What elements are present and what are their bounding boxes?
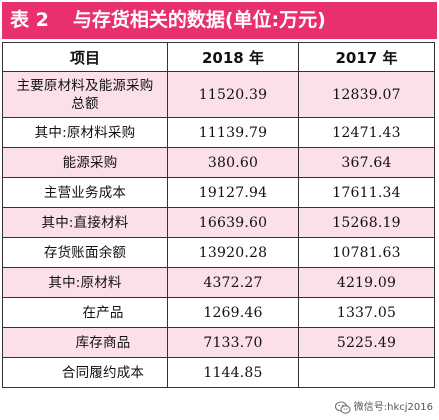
value-2018: 16639.60 <box>167 207 299 238</box>
value-2017: 10781.63 <box>298 237 435 268</box>
row-label: 其中:原材料 <box>2 267 168 298</box>
value-2017 <box>298 357 435 388</box>
row-label: 其中:直接材料 <box>2 207 168 238</box>
table-number: 表 2 <box>10 9 49 31</box>
table-row: 其中:直接材料 16639.60 15268.19 <box>2 207 435 238</box>
table-title-bar: 表 2 与存货相关的数据(单位:万元) <box>2 2 437 39</box>
table-row: 库存商品 7133.70 5225.49 <box>2 327 435 358</box>
inventory-data-table: 项目 2018 年 2017 年 主要原材料及能源采购总额 11520.39 1… <box>2 42 435 388</box>
row-label: 主要原材料及能源采购总额 <box>2 71 168 118</box>
row-label: 在产品 <box>2 297 168 328</box>
value-2017: 4219.09 <box>298 267 435 298</box>
value-2018: 4372.27 <box>167 267 299 298</box>
value-2018: 19127.94 <box>167 177 299 208</box>
header-2017: 2017 年 <box>298 42 435 72</box>
value-2018: 1269.46 <box>167 297 299 328</box>
value-2017: 1337.05 <box>298 297 435 328</box>
table-row: 在产品 1269.46 1337.05 <box>2 297 435 328</box>
table-row: 其中:原材料采购 11139.79 12471.43 <box>2 117 435 148</box>
value-2017: 17611.34 <box>298 177 435 208</box>
table-row: 存货账面余额 13920.28 10781.63 <box>2 237 435 268</box>
row-label: 其中:原材料采购 <box>2 117 168 148</box>
row-label: 库存商品 <box>2 327 168 358</box>
value-2017: 15268.19 <box>298 207 435 238</box>
value-2017: 367.64 <box>298 147 435 178</box>
row-label: 合同履约成本 <box>2 357 168 388</box>
value-2018: 11139.79 <box>167 117 299 148</box>
value-2018: 11520.39 <box>167 71 299 118</box>
table-row: 主要原材料及能源采购总额 11520.39 12839.07 <box>2 71 435 118</box>
watermark-text: 微信号:hkcj2016 <box>353 402 433 413</box>
header-row: 项目 2018 年 2017 年 <box>2 42 435 72</box>
table-row: 主营业务成本 19127.94 17611.34 <box>2 177 435 208</box>
value-2017: 5225.49 <box>298 327 435 358</box>
table-row: 其中:原材料 4372.27 4219.09 <box>2 267 435 298</box>
table-row: 合同履约成本 1144.85 <box>2 357 435 388</box>
value-2018: 380.60 <box>167 147 299 178</box>
header-item: 项目 <box>2 42 168 72</box>
header-2018: 2018 年 <box>167 42 299 72</box>
value-2018: 13920.28 <box>167 237 299 268</box>
value-2017: 12839.07 <box>298 71 435 118</box>
value-2018: 1144.85 <box>167 357 299 388</box>
watermark: 微信号:hkcj2016 <box>334 399 433 417</box>
row-label: 主营业务成本 <box>2 177 168 208</box>
value-2017: 12471.43 <box>298 117 435 148</box>
value-2018: 7133.70 <box>167 327 299 358</box>
table-row: 能源采购 380.60 367.64 <box>2 147 435 178</box>
table-caption: 与存货相关的数据(单位:万元) <box>72 9 326 31</box>
row-label: 存货账面余额 <box>2 237 168 268</box>
row-label: 能源采购 <box>2 147 168 178</box>
wechat-icon <box>334 401 351 415</box>
